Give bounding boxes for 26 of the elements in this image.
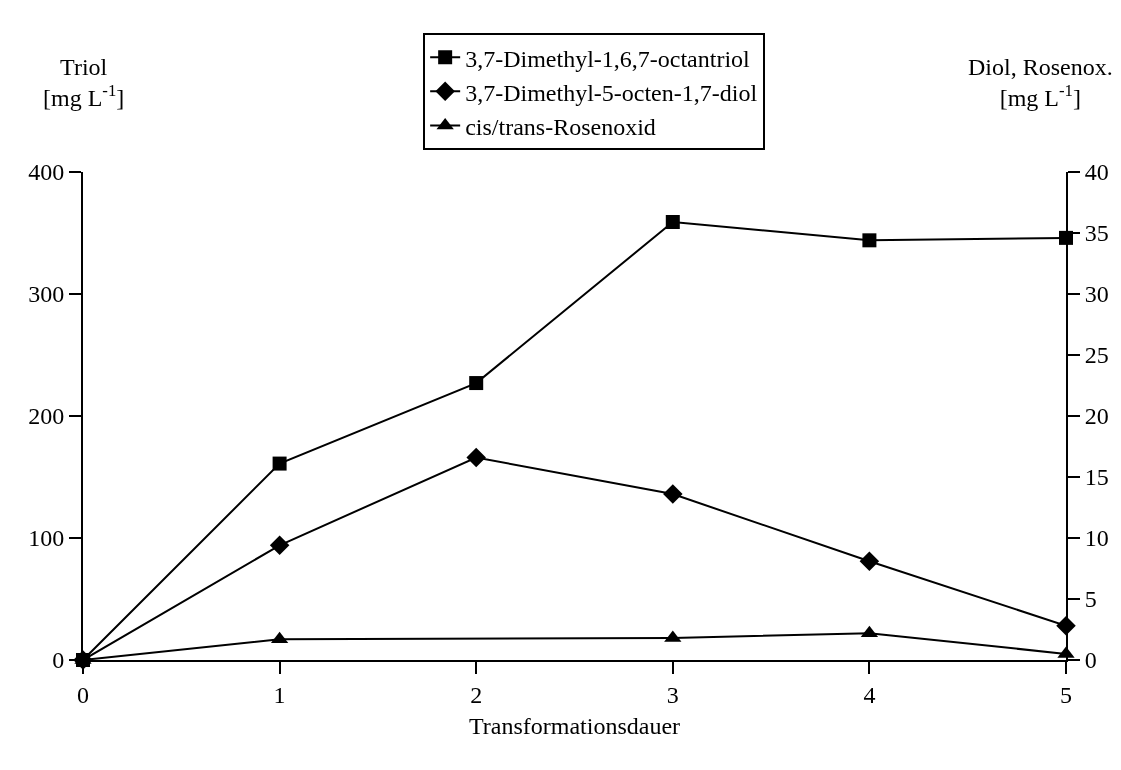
y2-tick-label: 35: [1084, 220, 1109, 247]
y-tick-label: 200: [28, 403, 65, 430]
y-tick-label: 100: [28, 525, 65, 552]
x-tick-label: 4: [863, 681, 876, 708]
y2-tick-label: 20: [1084, 403, 1109, 430]
y2-tick-label: 15: [1084, 464, 1109, 491]
y-tick-label: 300: [28, 281, 65, 308]
y-tick-label: 400: [28, 159, 65, 186]
x-tick-label: 5: [1060, 681, 1072, 708]
y2-tick-label: 40: [1084, 159, 1109, 186]
y2-tick-label: 5: [1084, 586, 1097, 613]
y2-tick-label: 10: [1084, 525, 1109, 552]
legend-label: 3,7-Dimethyl-1,6,7-octantriol: [465, 45, 751, 72]
x-tick-label: 0: [77, 681, 89, 708]
y-tick-label: 0: [52, 647, 65, 674]
legend-label: cis/trans-Rosenoxid: [465, 113, 656, 140]
x-tick-label: 2: [470, 681, 483, 708]
y2-tick-label: 30: [1084, 281, 1109, 308]
legend-label: 3,7-Dimethyl-5-octen-1,7-diol: [465, 79, 758, 106]
y2-axis-title: Diol, Rosenox. [mg L$^{-1}$]: [968, 54, 1113, 112]
x-tick-label: 1: [273, 681, 286, 708]
y-axis-title: Triol [mg L$^{-1}$]: [43, 54, 125, 112]
x-axis-title: Transformationsdauer: [468, 712, 681, 739]
y2-tick-label: 25: [1084, 342, 1109, 369]
y2-tick-label: 0: [1084, 647, 1097, 674]
x-tick-label: 3: [666, 681, 679, 708]
